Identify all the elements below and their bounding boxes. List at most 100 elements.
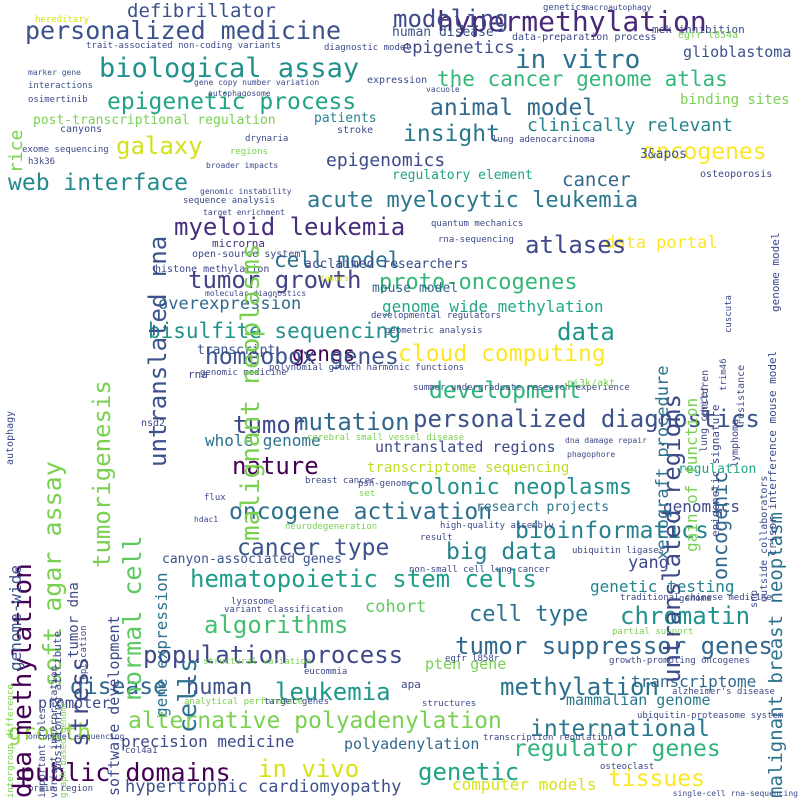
cloud-word: breast cancer bbox=[305, 476, 376, 486]
cloud-word: interactions bbox=[28, 81, 94, 91]
cloud-word: acute myelocytic leukemia bbox=[307, 188, 639, 213]
cloud-word: genome-wide bbox=[6, 564, 25, 671]
cloud-word: snp bbox=[749, 589, 760, 609]
cloud-word: osteoclast bbox=[600, 762, 655, 772]
cloud-word: intergroup difference bbox=[6, 684, 16, 798]
cloud-word: leukemia bbox=[275, 678, 391, 706]
cloud-word: post-transcriptional regulation bbox=[33, 113, 276, 128]
cloud-word: cuscuta bbox=[724, 294, 734, 333]
cloud-word: colonic neoplasms bbox=[407, 475, 633, 500]
cloud-word: cancer type bbox=[237, 535, 390, 561]
cloud-word: oncogenes bbox=[642, 139, 767, 165]
cloud-word: tissues bbox=[608, 766, 705, 792]
cloud-word: transcriptome bbox=[631, 672, 757, 691]
cloud-word: cell type bbox=[469, 602, 589, 627]
cloud-word: hdac1 bbox=[194, 515, 219, 524]
cloud-word: high-quality assembly bbox=[440, 521, 554, 531]
cloud-word: the cancer genome atlas bbox=[437, 67, 728, 91]
cloud-word: canyon-associated genes bbox=[162, 552, 343, 567]
cloud-word: brain region bbox=[28, 784, 94, 794]
cloud-word: marker gene bbox=[28, 68, 81, 77]
cloud-word: in vivo bbox=[258, 755, 360, 783]
cloud-word: malignant neoplasms bbox=[236, 243, 266, 542]
cloud-word: rice bbox=[6, 129, 27, 174]
cloud-word: psh-genome bbox=[358, 479, 413, 489]
cloud-word: exome sequencing bbox=[22, 145, 109, 155]
cloud-word: development bbox=[429, 378, 582, 404]
cloud-word: big data bbox=[446, 539, 557, 565]
cloud-word: personalized diagnostics bbox=[413, 405, 760, 433]
cloud-word: clinically relevant bbox=[527, 115, 733, 136]
cloud-word: ubiquitin-proteasome system bbox=[637, 711, 784, 721]
cloud-word: biological assay bbox=[99, 53, 360, 84]
cloud-word: lung adenocarcinoma bbox=[492, 135, 595, 145]
cloud-word: cohort bbox=[365, 597, 427, 617]
cloud-word: microrna bbox=[212, 237, 265, 250]
cloud-word: mouse model bbox=[372, 281, 459, 296]
cloud-word: computer models bbox=[452, 775, 597, 794]
cloud-word: galaxy bbox=[116, 132, 203, 160]
cloud-word: pi3k/akt bbox=[567, 378, 616, 389]
cloud-word: rna bbox=[188, 368, 208, 381]
cloud-word: important roles bbox=[37, 707, 48, 798]
cloud-word: partial support bbox=[612, 627, 694, 637]
cloud-word: atlases bbox=[525, 231, 627, 259]
cloud-word: result bbox=[420, 533, 453, 543]
cloud-word: whole genome bbox=[205, 431, 321, 450]
cloud-word: cell model bbox=[274, 248, 401, 272]
cloud-word: flux bbox=[204, 493, 226, 503]
cloud-word: open-source system bbox=[192, 249, 301, 260]
cloud-word: neurodegeneration bbox=[285, 522, 378, 532]
cloud-word: mutation bbox=[294, 408, 410, 436]
cloud-word: hereditary bbox=[35, 15, 90, 25]
cloud-word: epigenetics bbox=[402, 38, 515, 58]
cloud-word: growth bbox=[8, 720, 92, 746]
cloud-word: drynaria bbox=[245, 134, 289, 144]
cloud-word: chromatin bbox=[620, 602, 751, 630]
cloud-word: growth-promoting oncogenes bbox=[609, 656, 750, 666]
cloud-word: expression bbox=[367, 75, 428, 86]
cloud-word: bioinformatics bbox=[515, 518, 709, 544]
cloud-word: gene copy number variation bbox=[194, 78, 320, 87]
cloud-word: structural variation bbox=[203, 657, 312, 667]
cloud-word: tumors bbox=[320, 274, 349, 283]
cloud-word: proto-oncogenes bbox=[379, 270, 578, 295]
cloud-word: structures bbox=[422, 699, 477, 709]
cloud-word: diagnostic model bbox=[324, 43, 411, 53]
cloud-word: transcript bbox=[197, 343, 276, 358]
cloud-word: non-small cell lung cancer bbox=[409, 565, 550, 575]
cloud-word: animal model bbox=[430, 95, 597, 121]
cloud-word: public domains bbox=[20, 758, 231, 787]
cloud-word: promoter bbox=[38, 694, 111, 712]
cloud-word: analytical performance bbox=[184, 697, 304, 707]
cloud-word: trim46 bbox=[719, 357, 729, 391]
cloud-word: lysosome bbox=[231, 597, 275, 607]
cloud-word: human disease bbox=[392, 25, 494, 40]
cloud-word: lung cancer bbox=[699, 385, 710, 453]
cloud-word: gene expression bbox=[152, 572, 171, 718]
cloud-word: cerebral small vessel disease bbox=[307, 433, 465, 443]
cloud-word: data portal bbox=[605, 233, 718, 253]
cloud-word: pten gene bbox=[425, 655, 507, 673]
cloud-word: egfr l858r bbox=[445, 654, 500, 664]
cloud-word: oncopanel sequencing bbox=[28, 732, 125, 741]
cloud-word: canyons bbox=[60, 124, 103, 135]
cloud-word: tumor bbox=[233, 411, 306, 439]
cloud-word: single-cell rna-sequencing bbox=[672, 789, 798, 798]
cloud-word: traditional chinese medicine bbox=[620, 593, 772, 603]
cloud-word: outside collaborators bbox=[759, 475, 770, 603]
cloud-word: col4a1 bbox=[125, 746, 158, 756]
cloud-word: polynomial growth harmonic functions bbox=[269, 363, 465, 373]
cloud-word: osimertinib bbox=[28, 95, 88, 105]
cloud-word: software development bbox=[105, 614, 123, 796]
cloud-word: genetics bbox=[543, 3, 587, 13]
cloud-word: normal cell bbox=[118, 534, 147, 701]
cloud-word: web interface bbox=[8, 170, 189, 196]
cloud-word: dna damage repair bbox=[565, 436, 647, 445]
cloud-word: regions bbox=[230, 147, 268, 157]
cloud-word: insight bbox=[403, 121, 500, 147]
cloud-word: mek inhibition bbox=[652, 23, 745, 36]
cloud-word: patients bbox=[314, 111, 377, 126]
cloud-word: tumor suppressor genes bbox=[455, 632, 773, 660]
